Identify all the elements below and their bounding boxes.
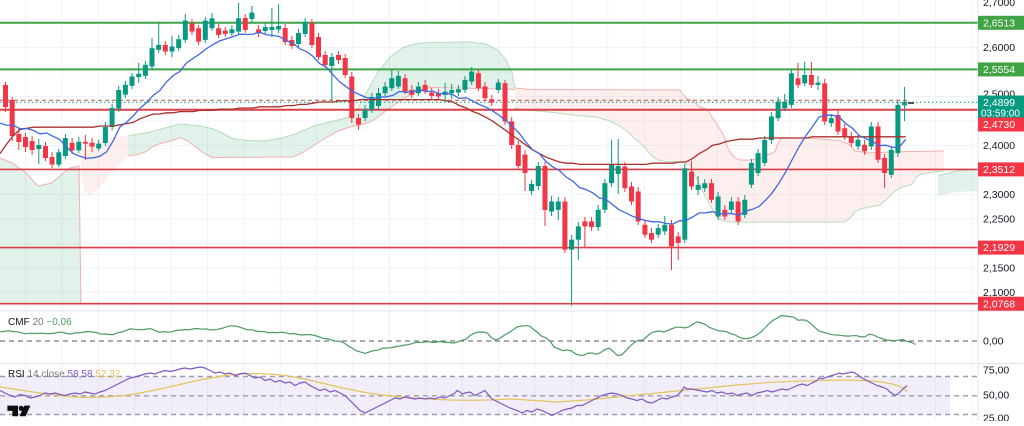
svg-text:2,4730: 2,4730	[983, 119, 1015, 131]
svg-text:2,1929: 2,1929	[983, 242, 1015, 254]
svg-text:2,1000: 2,1000	[983, 287, 1015, 299]
svg-text:75,00: 75,00	[983, 365, 1009, 377]
svg-text:03:59:00: 03:59:00	[981, 109, 1020, 120]
svg-text:2,3512: 2,3512	[983, 164, 1015, 176]
svg-text:2,6513: 2,6513	[983, 17, 1015, 29]
svg-text:2,2500: 2,2500	[983, 214, 1015, 226]
svg-text:2,4899: 2,4899	[983, 97, 1015, 109]
svg-text:RSI 14 close 58,58 52,32: RSI 14 close 58,58 52,32	[8, 369, 121, 380]
svg-text:2,1500: 2,1500	[983, 262, 1015, 274]
svg-text:2,3000: 2,3000	[983, 189, 1015, 201]
svg-text:2,5554: 2,5554	[983, 64, 1015, 76]
svg-text:CMF 20 −0,06: CMF 20 −0,06	[8, 317, 72, 328]
svg-text:0,00: 0,00	[983, 336, 1004, 348]
svg-text:2,6000: 2,6000	[983, 42, 1015, 54]
svg-text:2,0768: 2,0768	[983, 298, 1015, 310]
svg-text:2,4000: 2,4000	[983, 140, 1015, 152]
svg-text:2,7000: 2,7000	[983, 0, 1015, 9]
svg-text:50,00: 50,00	[983, 390, 1009, 402]
svg-text:25,00: 25,00	[983, 413, 1009, 421]
